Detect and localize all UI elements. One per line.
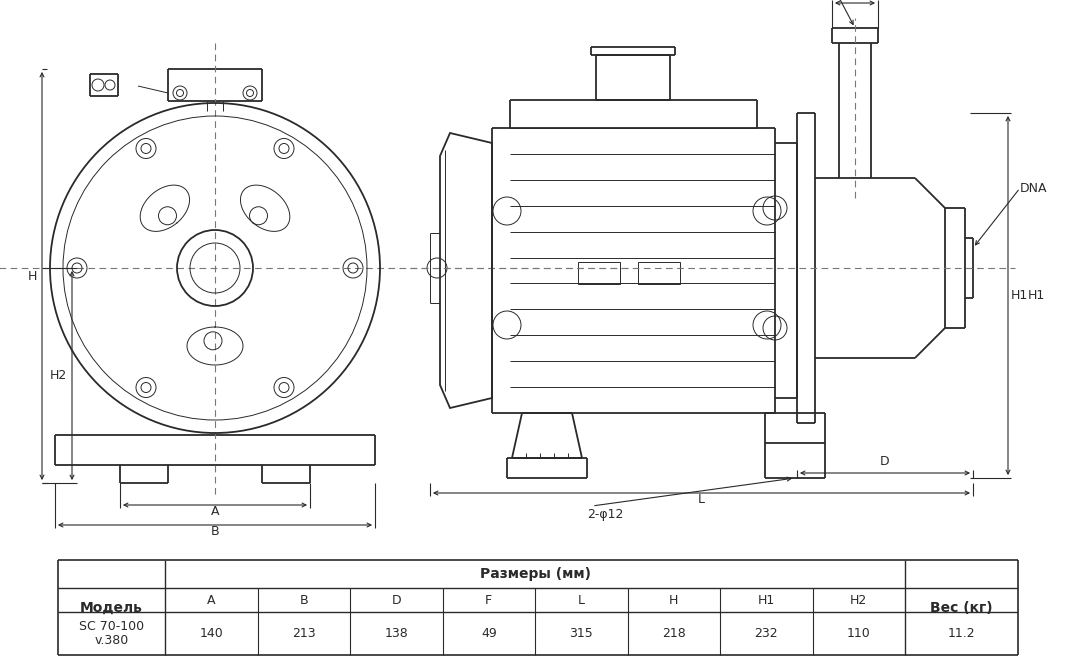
Text: B: B — [210, 525, 219, 538]
Text: F: F — [485, 593, 493, 607]
Text: 140: 140 — [200, 627, 223, 640]
Text: A: A — [207, 593, 216, 607]
Text: 138: 138 — [384, 627, 408, 640]
Text: H1: H1 — [1011, 289, 1028, 302]
Text: Модель: Модель — [80, 601, 143, 615]
Bar — [578, 262, 620, 284]
Text: H: H — [670, 593, 678, 607]
Text: H2: H2 — [49, 369, 67, 382]
Text: H2: H2 — [850, 593, 867, 607]
Text: B: B — [299, 593, 308, 607]
Text: H: H — [28, 269, 36, 283]
Text: 213: 213 — [292, 627, 315, 640]
Text: DNA: DNA — [1020, 182, 1047, 194]
Text: 315: 315 — [570, 627, 593, 640]
Bar — [638, 262, 680, 284]
Text: L: L — [699, 493, 705, 506]
Text: D: D — [880, 455, 890, 468]
Text: H1: H1 — [1028, 289, 1045, 302]
Text: SC 70-100
v.380: SC 70-100 v.380 — [79, 619, 144, 647]
Text: Вес (кг): Вес (кг) — [930, 601, 993, 615]
Text: L: L — [577, 593, 585, 607]
Text: Размеры (мм): Размеры (мм) — [480, 567, 590, 581]
Text: 232: 232 — [754, 627, 778, 640]
Text: 11.2: 11.2 — [947, 627, 975, 640]
Text: 218: 218 — [662, 627, 686, 640]
Text: 2-φ12: 2-φ12 — [587, 508, 623, 521]
Text: A: A — [210, 505, 219, 518]
Text: D: D — [392, 593, 401, 607]
Text: 49: 49 — [481, 627, 497, 640]
Text: H1: H1 — [758, 593, 775, 607]
Text: 110: 110 — [847, 627, 870, 640]
